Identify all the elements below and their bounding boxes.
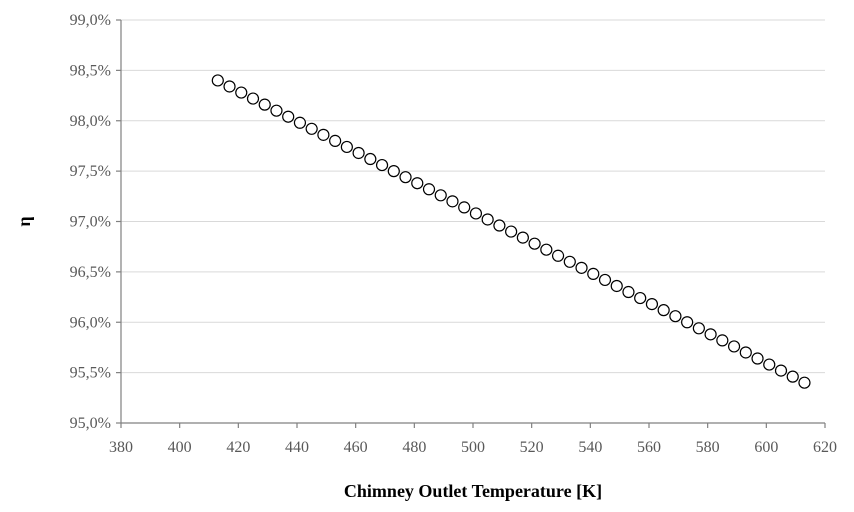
data-point xyxy=(375,158,389,172)
x-tick-label: 420 xyxy=(226,439,250,456)
data-point xyxy=(540,243,553,256)
y-tick-label: 98,5% xyxy=(70,62,111,79)
data-point xyxy=(493,219,506,232)
data-point xyxy=(352,146,365,160)
data-point xyxy=(634,291,647,305)
data-point xyxy=(551,249,565,262)
data-point xyxy=(598,273,612,287)
x-tick-label: 560 xyxy=(637,439,661,456)
data-point xyxy=(458,201,471,214)
data-point xyxy=(645,298,659,311)
x-tick-label: 620 xyxy=(813,439,837,456)
gridlines xyxy=(121,19,825,374)
data-point xyxy=(669,310,682,323)
x-tick-label: 440 xyxy=(285,439,309,456)
data-points xyxy=(211,74,811,389)
data-point xyxy=(657,304,670,317)
y-tick-labels: 95,0% 95,5% 96,0% 96,5% 97,0% 97,5% 98,0% 98,5%… xyxy=(70,12,111,432)
data-point xyxy=(727,340,741,353)
data-point xyxy=(293,116,307,129)
y-tick-label: 96,0% xyxy=(70,314,111,331)
data-point xyxy=(481,213,494,226)
data-point xyxy=(563,255,576,268)
data-point xyxy=(681,316,694,329)
data-point xyxy=(469,207,483,220)
x-tick-label: 600 xyxy=(754,439,778,456)
data-point xyxy=(622,285,635,299)
data-point xyxy=(434,189,447,202)
y-tick-label: 95,5% xyxy=(70,365,111,382)
x-tick-label: 400 xyxy=(168,439,192,456)
y-tick-label: 99,0% xyxy=(70,12,111,29)
axes xyxy=(116,19,826,428)
data-point xyxy=(422,183,436,196)
data-point xyxy=(610,279,623,293)
data-point xyxy=(692,322,705,335)
data-point xyxy=(505,225,518,238)
data-point xyxy=(798,376,811,389)
data-point xyxy=(329,134,342,147)
data-point xyxy=(774,364,788,377)
data-point xyxy=(387,165,400,178)
data-point xyxy=(716,334,729,347)
y-tick-label: 95,0% xyxy=(70,415,111,432)
data-point xyxy=(211,74,224,87)
x-tick-label: 380 xyxy=(109,439,133,456)
data-point xyxy=(528,237,541,250)
data-point xyxy=(340,140,353,154)
y-tick-label: 97,5% xyxy=(70,163,111,180)
data-point xyxy=(258,98,271,111)
data-point xyxy=(575,261,588,274)
y-tick-label: 97,0% xyxy=(70,214,111,231)
x-tick-label: 480 xyxy=(402,439,426,456)
x-axis-title: Chimney Outlet Temperature [K] xyxy=(344,481,602,501)
x-tick-label: 520 xyxy=(520,439,544,456)
data-point xyxy=(317,128,330,141)
data-point xyxy=(587,267,600,280)
data-point xyxy=(704,328,717,341)
y-tick-label: 96,5% xyxy=(70,264,111,281)
data-point xyxy=(246,92,260,105)
data-point xyxy=(786,370,799,383)
data-point xyxy=(516,231,529,244)
data-point xyxy=(411,177,424,190)
y-axis-title: η xyxy=(14,216,34,226)
y-tick-label: 98,0% xyxy=(70,113,111,130)
data-point xyxy=(751,352,764,365)
data-point xyxy=(399,171,412,184)
x-tick-label: 540 xyxy=(578,439,602,456)
x-tick-label: 580 xyxy=(696,439,720,456)
x-tick-label: 500 xyxy=(461,439,485,456)
data-point xyxy=(446,195,459,208)
x-tick-labels: 380 400 420 440 460 480 500 520 540 560 580 600 620 xyxy=(109,439,837,456)
data-point xyxy=(235,86,248,99)
data-point xyxy=(305,122,318,135)
data-point xyxy=(282,110,295,123)
data-point xyxy=(364,152,377,166)
x-tick-label: 460 xyxy=(344,439,368,456)
data-point xyxy=(223,80,236,93)
data-point xyxy=(270,104,283,117)
data-point xyxy=(763,358,776,371)
data-point xyxy=(739,346,752,359)
